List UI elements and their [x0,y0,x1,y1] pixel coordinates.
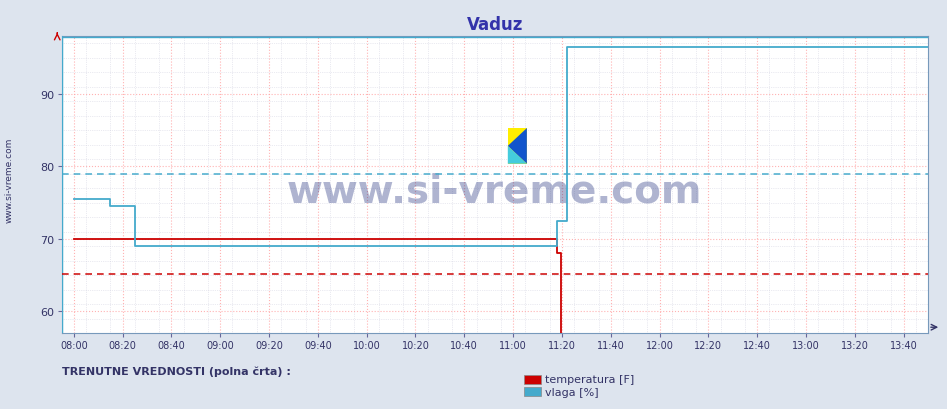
Polygon shape [508,146,527,164]
Text: temperatura [F]: temperatura [F] [545,375,634,384]
Text: vlaga [%]: vlaga [%] [545,387,599,397]
Text: www.si-vreme.com: www.si-vreme.com [5,137,14,222]
Bar [508,129,527,164]
Title: Vaduz: Vaduz [467,16,523,34]
Polygon shape [508,129,527,164]
Text: www.si-vreme.com: www.si-vreme.com [287,172,703,210]
Text: TRENUTNE VREDNOSTI (polna črta) :: TRENUTNE VREDNOSTI (polna črta) : [62,366,291,377]
